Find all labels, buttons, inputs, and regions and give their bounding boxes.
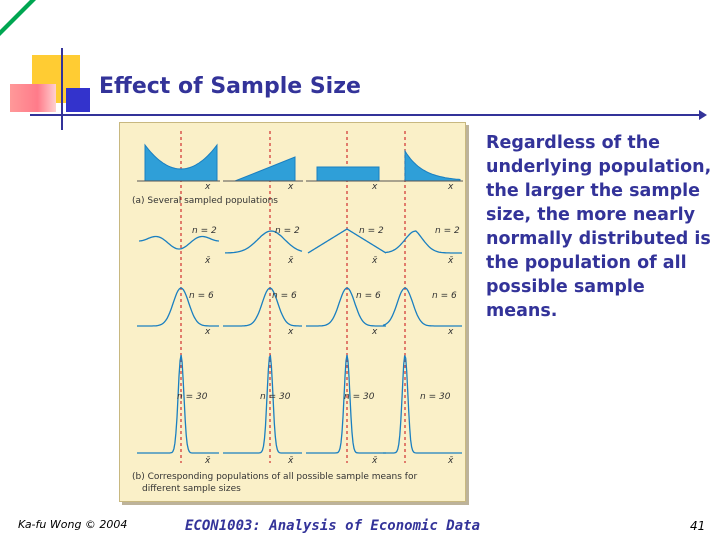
label-n30-3: n = 30 [344, 392, 375, 402]
deco-blue-square [66, 88, 90, 112]
corner-decoration-inner [0, 0, 30, 30]
axis-label-x: x [204, 182, 211, 192]
axis-label-xbar: x̄ [204, 256, 211, 266]
label-n2-2: n = 2 [275, 226, 300, 236]
sampling-distribution-figure: x x x x (a) Several sampled populations n = 2… [119, 122, 466, 502]
deco-pink-bar [10, 84, 56, 112]
axis-label-xbar: x̄ [204, 456, 211, 466]
label-n30-1: n = 30 [177, 392, 208, 402]
caption-a: (a) Several sampled populations [132, 196, 278, 206]
label-n30-2: n = 30 [260, 392, 291, 402]
population-exponential [404, 149, 461, 182]
curve-n30-1 [137, 354, 219, 454]
curve-n30-3 [306, 354, 386, 454]
axis-label-x: x [287, 327, 294, 337]
deco-vertical-line [61, 48, 63, 130]
axis-label-x: x [371, 182, 378, 192]
curve-n2-3 [307, 228, 387, 254]
axis-label-xbar: x̄ [371, 256, 378, 266]
slide-title: Effect of Sample Size [99, 74, 361, 99]
page-number: 41 [690, 519, 706, 533]
axis-label-xbar: x̄ [287, 456, 294, 466]
footer-author: Ka-fu Wong © 2004 [18, 518, 128, 531]
label-n2-3: n = 2 [359, 226, 384, 236]
axis-label-x: x [287, 182, 294, 192]
label-n6-3: n = 6 [356, 291, 381, 301]
label-n6-2: n = 6 [272, 291, 297, 301]
curve-n2-2 [225, 230, 303, 254]
label-n2-1: n = 2 [192, 226, 217, 236]
population-u-shape [144, 143, 218, 182]
axis-label-xbar: x̄ [371, 456, 378, 466]
label-n2-4: n = 2 [435, 226, 460, 236]
label-n30-4: n = 30 [420, 392, 451, 402]
caption-b-line2: different sample sizes [142, 484, 241, 494]
curve-n6-4 [382, 287, 462, 327]
label-n6-1: n = 6 [189, 291, 214, 301]
curve-n2-1 [138, 235, 220, 250]
curve-n30-4 [383, 355, 462, 454]
curve-n6-2 [223, 287, 302, 327]
axis-label-xbar: x̄ [447, 456, 454, 466]
axis-label-xbar: x̄ [447, 256, 454, 266]
footer-course: ECON1003: Analysis of Economic Data [185, 518, 481, 534]
caption-b-line1: (b) Corresponding populations of all pos… [132, 472, 417, 482]
curve-n6-3 [306, 287, 386, 327]
axis-label-xbar: x̄ [287, 256, 294, 266]
title-underline [30, 114, 702, 116]
axis-label-x: x [447, 182, 454, 192]
body-text: Regardless of the underlying population,… [486, 133, 712, 321]
population-uniform [316, 166, 380, 182]
figure-svg: x x x x (a) Several sampled populations n = 2… [132, 131, 463, 494]
axis-label-x: x [371, 327, 378, 337]
label-n6-4: n = 6 [432, 291, 457, 301]
curve-n30-2 [223, 354, 302, 454]
population-triangle [234, 156, 296, 182]
axis-label-x: x [447, 327, 454, 337]
curve-n6-1 [137, 287, 219, 327]
curve-n2-4 [384, 230, 462, 254]
title-underline-arrow [699, 110, 707, 120]
axis-label-x: x [204, 327, 211, 337]
